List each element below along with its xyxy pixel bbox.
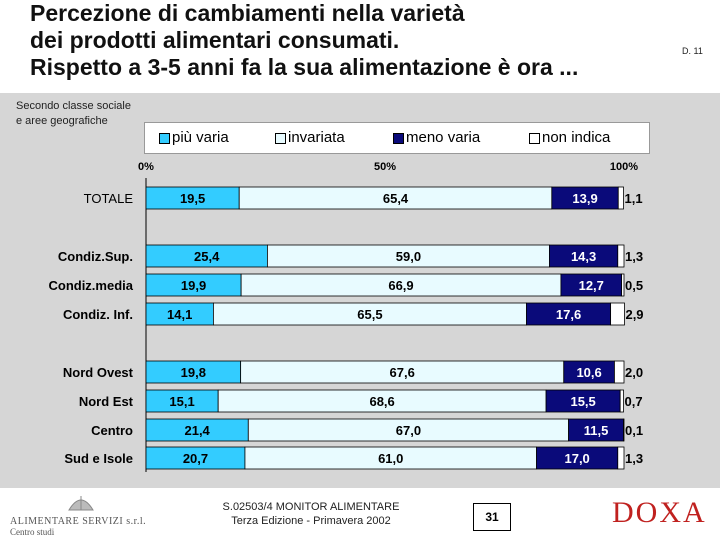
data-label-non-indica: 2,0 <box>625 365 643 380</box>
legend-label-piu-varia: più varia <box>172 129 229 146</box>
bar-non-indica <box>610 302 625 326</box>
category-label: Condiz.media <box>48 278 133 293</box>
data-label-piu-varia: 19,5 <box>180 191 205 206</box>
company-brand: ALIMENTARE SERVIZI s.r.l. Centro studi <box>10 492 190 537</box>
bar-non-indica <box>621 273 625 297</box>
subtitle-line-1: Secondo classe sociale <box>16 100 131 112</box>
chart-subtitle: Secondo classe sociale e aree geografich… <box>16 99 131 129</box>
data-label-invariata: 65,4 <box>383 191 409 206</box>
doxa-wordmark: DOXA <box>612 496 707 529</box>
axis-tick-label: 100% <box>610 161 638 173</box>
data-label-piu-varia: 19,8 <box>181 365 206 380</box>
axis-tick-label: 50% <box>374 161 396 173</box>
data-label-meno-varia: 14,3 <box>571 249 596 264</box>
page-number: 31 <box>473 503 511 531</box>
bar-non-indica <box>619 389 624 413</box>
title-line-2: dei prodotti alimentari consumati. <box>30 27 400 53</box>
page-title: Percezione di cambiamenti nella varietà … <box>30 0 710 81</box>
stacked-bar-chart: 0% 50% 100% TOTALE 19,5 65,4 13,9 1,1 Condiz.Sup… <box>48 161 644 472</box>
axis-tick-label: 0% <box>138 161 154 173</box>
data-label-meno-varia: 12,7 <box>579 278 604 293</box>
data-label-invariata: 67,6 <box>390 365 415 380</box>
data-label-piu-varia: 21,4 <box>184 423 210 438</box>
legend-swatch-piu-varia <box>159 133 170 144</box>
title-line-3: Rispetto a 3-5 anni fa la sua alimentazi… <box>30 54 579 80</box>
category-label: TOTALE <box>84 191 134 206</box>
data-label-non-indica: 1,1 <box>625 191 643 206</box>
category-label: Centro <box>91 423 133 438</box>
company-name: ALIMENTARE SERVIZI s.r.l. <box>10 516 147 527</box>
data-label-piu-varia: 25,4 <box>194 249 220 264</box>
category-label: Condiz.Sup. <box>58 249 133 264</box>
data-label-invariata: 65,5 <box>357 307 382 322</box>
data-label-non-indica: 2,9 <box>625 307 643 322</box>
bar-non-indica <box>614 360 625 384</box>
data-label-non-indica: 1,3 <box>625 249 643 264</box>
data-label-meno-varia: 17,6 <box>556 307 581 322</box>
data-label-non-indica: 0,5 <box>625 278 643 293</box>
data-label-piu-varia: 19,9 <box>181 278 206 293</box>
data-label-non-indica: 0,1 <box>625 423 643 438</box>
footer-note: S.02503/4 MONITOR ALIMENTARE Terza Edizi… <box>196 500 426 528</box>
data-label-invariata: 67,0 <box>396 423 421 438</box>
legend-label-meno-varia: meno varia <box>406 129 481 146</box>
title-line-1: Percezione di cambiamenti nella varietà <box>30 0 465 26</box>
subtitle-line-2: e aree geografiche <box>16 115 108 127</box>
category-label: Condiz. Inf. <box>63 307 133 322</box>
data-label-piu-varia: 14,1 <box>167 307 192 322</box>
data-label-meno-varia: 11,5 <box>584 423 609 438</box>
question-code: D. 11 <box>682 46 703 56</box>
legend-label-invariata: invariata <box>288 129 345 146</box>
data-label-meno-varia: 10,6 <box>576 365 601 380</box>
company-sub: Centro studi <box>10 527 55 537</box>
category-label: Nord Ovest <box>63 365 134 380</box>
data-label-invariata: 61,0 <box>378 451 403 466</box>
data-label-invariata: 59,0 <box>396 249 421 264</box>
data-label-invariata: 66,9 <box>388 278 413 293</box>
legend-swatch-non-indica <box>529 133 540 144</box>
data-label-meno-varia: 13,9 <box>572 191 597 206</box>
legend-label-non-indica: non indica <box>542 129 611 146</box>
bar-non-indica <box>617 244 625 268</box>
data-label-non-indica: 1,3 <box>625 451 643 466</box>
data-label-piu-varia: 15,1 <box>169 394 194 409</box>
company-logo-icon <box>68 496 94 511</box>
footer-note-line-2: Terza Edizione - Primavera 2002 <box>231 515 391 527</box>
data-label-non-indica: 0,7 <box>625 394 643 409</box>
category-label: Nord Est <box>79 394 134 409</box>
bar-non-indica <box>617 446 625 470</box>
data-label-invariata: 68,6 <box>369 394 394 409</box>
legend-swatch-meno-varia <box>393 133 404 144</box>
data-label-meno-varia: 17,0 <box>564 451 589 466</box>
footer-note-line-1: S.02503/4 MONITOR ALIMENTARE <box>222 501 400 513</box>
category-label: Sud e Isole <box>64 451 133 466</box>
legend-swatch-invariata <box>275 133 286 144</box>
data-label-meno-varia: 15,5 <box>570 394 595 409</box>
doxa-logo: DOXA <box>612 496 712 536</box>
data-label-piu-varia: 20,7 <box>183 451 208 466</box>
bar-non-indica <box>623 418 625 442</box>
chart-legend: più varia invariata meno varia non indic… <box>144 122 650 154</box>
bar-non-indica <box>617 186 624 210</box>
